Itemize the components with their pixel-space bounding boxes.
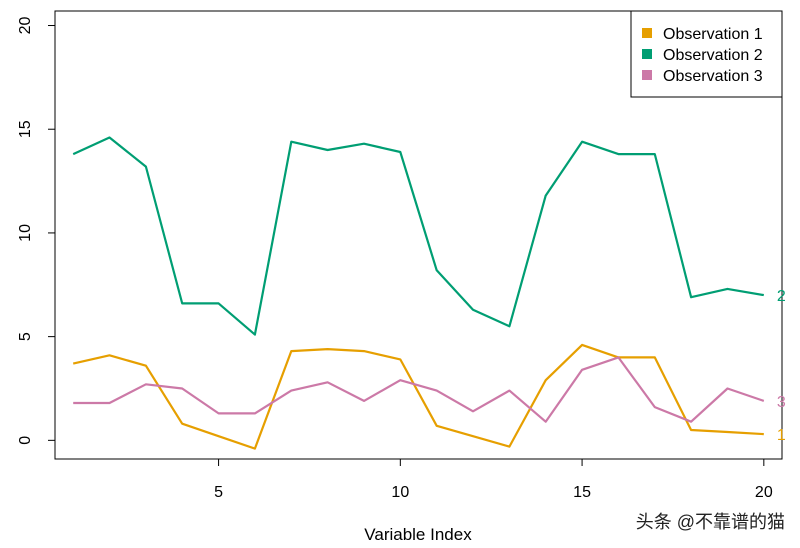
legend-label-3: Observation 3 [663, 68, 763, 85]
y-tick-label: 0 [17, 436, 34, 445]
y-axis: 0 5 10 15 20 [17, 17, 55, 445]
x-tick-label: 15 [573, 484, 591, 501]
series-end-label-2: 2 [777, 288, 786, 305]
y-tick-label: 15 [17, 120, 34, 138]
series-end-label-3: 3 [777, 394, 786, 411]
legend-swatch-1 [642, 28, 652, 38]
legend-swatch-3 [642, 70, 652, 80]
legend-swatch-2 [642, 49, 652, 59]
watermark-text: 头条 @不靠谱的猫 [636, 512, 785, 532]
legend-label-2: Observation 2 [663, 47, 763, 64]
legend-label-1: Observation 1 [663, 26, 763, 43]
y-tick-label: 20 [17, 17, 34, 35]
series-line-1 [72, 343, 764, 450]
y-tick-label: 5 [17, 332, 34, 341]
legend-box [630, 10, 783, 98]
x-tick-label: 10 [391, 484, 409, 501]
series-layer: 1 2 3 [72, 136, 786, 450]
plot-frame [54, 10, 783, 460]
x-axis: 5 10 15 20 [214, 459, 773, 501]
legend: Observation 1 Observation 2 Observation 3 [630, 10, 783, 98]
series-line-2 [72, 136, 764, 336]
x-tick-label: 5 [214, 484, 223, 501]
x-axis-title: Variable Index [364, 525, 472, 544]
series-end-label-1: 1 [777, 427, 786, 444]
x-tick-label: 20 [755, 484, 773, 501]
y-tick-label: 10 [17, 224, 34, 242]
series-line-3 [73, 356, 765, 423]
